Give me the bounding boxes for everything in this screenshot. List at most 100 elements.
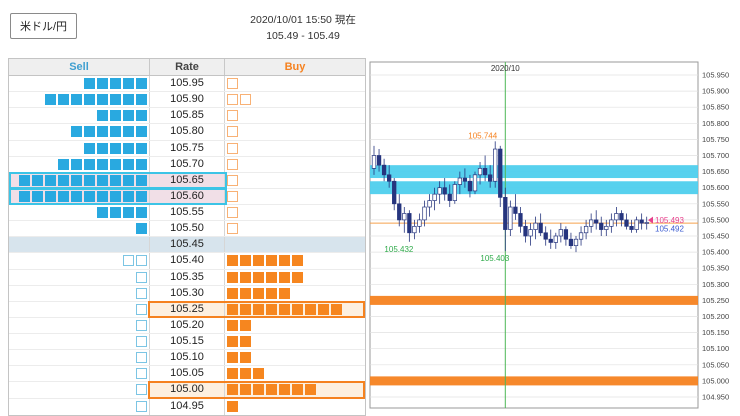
buy-depth-cell[interactable]: [225, 286, 365, 301]
sell-depth-cell[interactable]: [9, 366, 149, 381]
buy-order-outline-square: [227, 78, 238, 90]
sell-order-square: [84, 126, 95, 138]
sell-depth-cell[interactable]: [9, 302, 149, 317]
rate-label: 105.60: [149, 188, 225, 204]
quote-timestamp: 2020/10/01 15:50 現在: [250, 14, 356, 26]
sell-order-square: [110, 158, 121, 170]
sell-order-outline-square: [136, 271, 147, 283]
sell-depth-cell[interactable]: [9, 318, 149, 333]
buy-depth-cell[interactable]: [225, 334, 365, 349]
depth-row: 105.10: [9, 350, 365, 367]
buy-order-square: [227, 319, 238, 331]
sell-depth-cell[interactable]: [9, 253, 149, 268]
sell-depth-cell[interactable]: [9, 286, 149, 301]
buy-column-header: Buy: [284, 61, 306, 73]
sell-depth-cell[interactable]: [9, 221, 149, 236]
sell-order-square: [136, 190, 147, 202]
depth-row: 105.25: [9, 300, 365, 318]
depth-row: 105.45: [9, 237, 365, 254]
sell-order-square: [19, 190, 30, 202]
sell-depth-cell[interactable]: [9, 334, 149, 349]
depth-row: 105.65: [9, 171, 365, 189]
buy-order-square: [266, 255, 277, 267]
buy-order-square: [253, 255, 264, 267]
buy-order-square: [266, 287, 277, 299]
sell-order-square: [45, 94, 56, 106]
buy-order-square: [240, 271, 251, 283]
sell-depth-cell[interactable]: [9, 270, 149, 285]
sell-depth-cell[interactable]: [9, 108, 149, 123]
candlesticks: [371, 141, 649, 253]
buy-order-square: [240, 336, 251, 348]
sell-order-square: [123, 94, 134, 106]
depth-row: 105.20: [9, 317, 365, 334]
sell-depth-cell[interactable]: [9, 350, 149, 365]
sell-order-outline-square: [136, 303, 147, 315]
buy-depth-cell[interactable]: [225, 366, 365, 381]
buy-depth-cell[interactable]: [225, 76, 365, 91]
svg-text:105.744: 105.744: [468, 131, 497, 140]
buy-depth-cell[interactable]: [225, 108, 365, 123]
rate-label: 105.95: [149, 76, 225, 92]
buy-depth-cell[interactable]: [225, 141, 365, 156]
sell-depth-cell[interactable]: [9, 237, 149, 252]
buy-depth-cell[interactable]: [225, 173, 365, 188]
svg-text:105.492: 105.492: [655, 224, 684, 233]
buy-depth-cell[interactable]: [225, 205, 365, 220]
sell-order-square: [136, 223, 147, 235]
buy-depth-cell[interactable]: [225, 92, 365, 107]
buy-depth-cell[interactable]: [225, 270, 365, 285]
sell-order-square: [123, 110, 134, 122]
depth-row: 105.85: [9, 108, 365, 125]
sell-depth-cell[interactable]: [9, 382, 149, 397]
buy-order-outline-square: [227, 126, 238, 138]
sell-order-square: [97, 78, 108, 90]
sell-depth-cell[interactable]: [9, 124, 149, 139]
chart-title: 2020/10: [491, 64, 520, 73]
buy-depth-cell[interactable]: [225, 237, 365, 252]
sell-order-square: [84, 158, 95, 170]
sell-depth-cell[interactable]: [9, 399, 149, 415]
buy-order-square: [318, 303, 329, 315]
buy-order-square: [292, 271, 303, 283]
sell-depth-cell[interactable]: [9, 92, 149, 107]
buy-depth-cell[interactable]: [225, 189, 365, 204]
buy-depth-cell[interactable]: [225, 350, 365, 365]
buy-order-square: [305, 303, 316, 315]
sell-depth-cell[interactable]: [9, 205, 149, 220]
buy-depth-cell[interactable]: [225, 253, 365, 268]
sell-order-square: [71, 190, 82, 202]
rate-label: 105.75: [149, 140, 225, 156]
buy-depth-cell[interactable]: [225, 124, 365, 139]
svg-text:105.600: 105.600: [702, 183, 729, 192]
buy-order-outline-square: [227, 94, 238, 106]
buy-order-square: [305, 384, 316, 396]
buy-depth-cell[interactable]: [225, 399, 365, 415]
sell-order-square: [84, 78, 95, 90]
buy-order-square: [227, 336, 238, 348]
sell-order-square: [97, 158, 108, 170]
buy-depth-cell[interactable]: [225, 318, 365, 333]
chart-annotations: 105.744 105.432 105.403: [384, 131, 509, 263]
sell-order-outline-square: [136, 352, 147, 364]
currency-pair-button[interactable]: 米ドル/円: [10, 13, 78, 39]
sell-order-outline-square: [123, 255, 134, 267]
sell-depth-cell[interactable]: [9, 76, 149, 91]
svg-text:105.400: 105.400: [702, 248, 729, 257]
buy-depth-cell[interactable]: [225, 157, 365, 172]
sell-depth-cell[interactable]: [9, 188, 149, 204]
buy-depth-cell[interactable]: [225, 301, 365, 317]
sell-order-square: [110, 78, 121, 90]
buy-depth-cell[interactable]: [225, 221, 365, 236]
rate-label: 105.90: [149, 92, 225, 108]
sell-depth-cell[interactable]: [9, 157, 149, 172]
rate-label: 105.00: [149, 382, 225, 398]
buy-order-square: [227, 401, 238, 413]
buy-order-outline-square: [240, 94, 251, 106]
buy-order-square: [279, 303, 290, 315]
sell-depth-cell[interactable]: [9, 141, 149, 156]
buy-depth-cell[interactable]: [225, 382, 365, 398]
sell-depth-cell[interactable]: [9, 172, 149, 188]
svg-text:105.000: 105.000: [702, 376, 729, 385]
depth-rows-container: 105.95 105.90 105.85 105.80 105.75 105.70 105.…: [9, 76, 365, 415]
